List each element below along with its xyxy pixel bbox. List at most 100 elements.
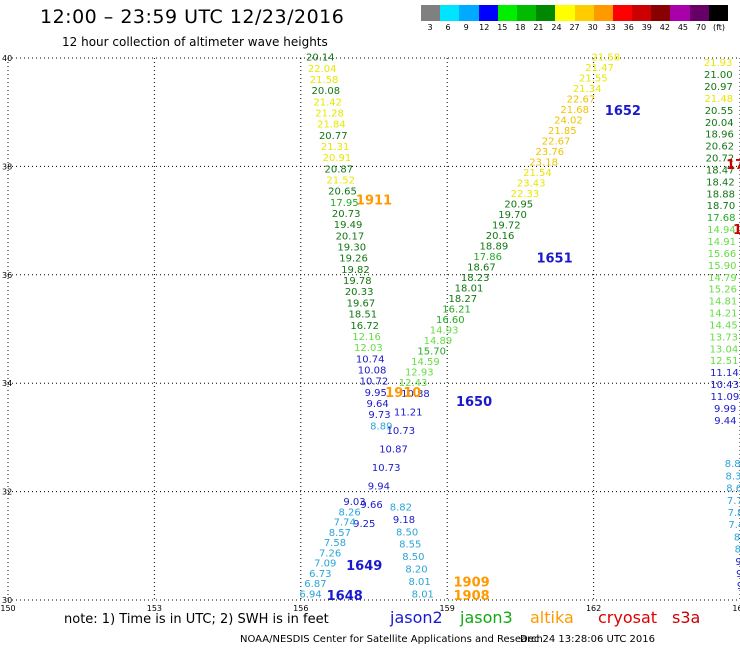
color-scale-label: 3: [427, 23, 433, 32]
wave-height-value: 23.76: [536, 147, 565, 158]
color-scale-label: 12: [479, 23, 490, 32]
pass-label: 1910: [385, 386, 421, 401]
wave-height-value: 20.87: [324, 164, 353, 175]
wave-height-value: 11.21: [394, 407, 423, 418]
wave-height-value: 21.55: [579, 74, 608, 85]
wave-height-value: 8.6: [726, 484, 740, 495]
x-tick-label: 165: [732, 604, 740, 613]
wave-height-value: 21.54: [523, 168, 552, 179]
wave-height-value: 9.18: [393, 515, 415, 526]
wave-height-value: 9: [736, 569, 740, 580]
y-tick-label: 34: [2, 379, 12, 388]
wave-height-value: 20.16: [486, 231, 515, 242]
wave-height-value: 14.94: [707, 225, 736, 236]
wave-height-value: 10.88: [401, 389, 430, 400]
pass-label: 1652: [605, 104, 641, 119]
color-scale-label: 42: [659, 23, 670, 32]
wave-height-value: 21.34: [573, 84, 602, 95]
wave-height-value: 11.09: [711, 392, 740, 403]
wave-height-value: 14.79: [708, 273, 737, 284]
wave-height-value: 20.55: [705, 106, 734, 117]
color-scale-labels: 3 6 9 12 15 18 21 24 27 30 33 36 39 42 45 70 (ft): [421, 23, 728, 35]
y-tick-label: 36: [2, 271, 12, 280]
wave-height-value: 17.95: [330, 198, 359, 209]
note-text: note: 1) Time is in UTC; 2) SWH is in fe…: [64, 612, 329, 627]
wave-height-value: 8: [734, 532, 740, 543]
wave-height-value: 21.58: [310, 75, 339, 86]
wave-height-value: 21.42: [313, 97, 342, 108]
wave-height-value: 10.08: [358, 365, 387, 376]
wave-height-value: 9.95: [365, 388, 387, 399]
wave-height-value: 7.58: [324, 538, 346, 549]
wave-height-value: 15.26: [708, 285, 737, 296]
wave-height-value: 6.87: [304, 579, 326, 590]
wave-height-value: 7.26: [319, 548, 341, 559]
wave-height-value: 21.00: [704, 70, 733, 81]
wave-height-value: 12.16: [352, 332, 381, 343]
wave-height-value: 8.01: [412, 589, 434, 600]
wave-height-value: 21.85: [548, 126, 577, 137]
color-scale-label: (ft): [713, 23, 726, 32]
wave-height-value: 21.58: [591, 53, 620, 64]
wave-height-value: 9.44: [714, 416, 736, 427]
wave-height-value: 13.73: [709, 332, 738, 343]
color-swatch-6: [536, 5, 556, 21]
wave-height-value: 20.73: [332, 209, 361, 220]
wave-height-value: 7.8: [728, 508, 740, 519]
wave-height-value: 9.66: [360, 500, 382, 511]
wave-height-value: 13.04: [710, 344, 739, 355]
color-scale-label: 27: [569, 23, 580, 32]
wave-height-value: 21.48: [704, 94, 733, 105]
color-swatch-2: [459, 5, 479, 21]
wave-height-value: 22.04: [308, 64, 337, 75]
pass-label: 1: [733, 223, 740, 238]
wave-height-value: 18.42: [706, 177, 735, 188]
axis-ticks: 150 153 156 159 162 165 30 32 34 36 38 40: [0, 54, 740, 613]
wave-height-value: 8.20: [405, 565, 427, 576]
color-scale-bar: [421, 5, 728, 21]
wave-height-value: 18.01: [455, 283, 484, 294]
wave-height-value: 14.45: [709, 320, 738, 331]
wave-height-value: 21.84: [317, 120, 346, 131]
wave-height-value: 8.01: [409, 577, 431, 588]
color-swatch-9: [593, 5, 613, 21]
wave-height-value: 18.47: [706, 165, 735, 176]
wave-height-value: 8.50: [396, 527, 418, 538]
wave-height-value: 14.93: [430, 325, 459, 336]
pass-label: 1650: [456, 395, 492, 410]
wave-height-value: 18.96: [705, 130, 734, 141]
wave-height-value: 9.25: [353, 519, 375, 530]
wave-height-value: 10.87: [379, 444, 408, 455]
wave-height-value: 12.03: [354, 343, 383, 354]
wave-height-value: 21.93: [704, 58, 733, 69]
color-scale-label: 39: [641, 23, 652, 32]
pass-label: 1911: [356, 193, 392, 208]
x-tick-label: 159: [440, 604, 455, 613]
wave-height-value: 12.51: [710, 356, 739, 367]
color-swatch-10: [612, 5, 633, 21]
color-scale-label: 18: [515, 23, 526, 32]
color-swatch-4: [497, 5, 517, 21]
wave-height-value: 19.82: [341, 265, 370, 276]
wave-height-value: 15.70: [417, 346, 446, 357]
wave-height-value: 9: [737, 581, 740, 592]
wave-height-value: 20.91: [323, 153, 352, 164]
wave-height-value: 6.73: [309, 569, 331, 580]
legend-jason3: jason3: [460, 608, 513, 627]
footer-timestamp: Dec 24 13:28:06 UTC 2016: [520, 634, 655, 645]
pass-label: 1908: [454, 589, 490, 604]
wave-height-value: 9.64: [366, 399, 388, 410]
wave-height-value: 20.72: [706, 154, 735, 165]
wave-height-value: 12.43: [399, 378, 428, 389]
wave-height-value: 20.33: [345, 287, 374, 298]
wave-height-value: 22.33: [511, 189, 540, 200]
y-tick-label: 40: [2, 54, 12, 63]
pass-label: 1651: [536, 251, 572, 266]
wave-height-value: 8: [735, 545, 740, 556]
wave-height-value: 19.49: [334, 220, 363, 231]
wave-height-value: 18.51: [349, 310, 378, 321]
color-swatch-13: [670, 5, 690, 21]
wave-height-value: 10.43: [710, 380, 739, 391]
color-scale-label: 15: [497, 23, 508, 32]
